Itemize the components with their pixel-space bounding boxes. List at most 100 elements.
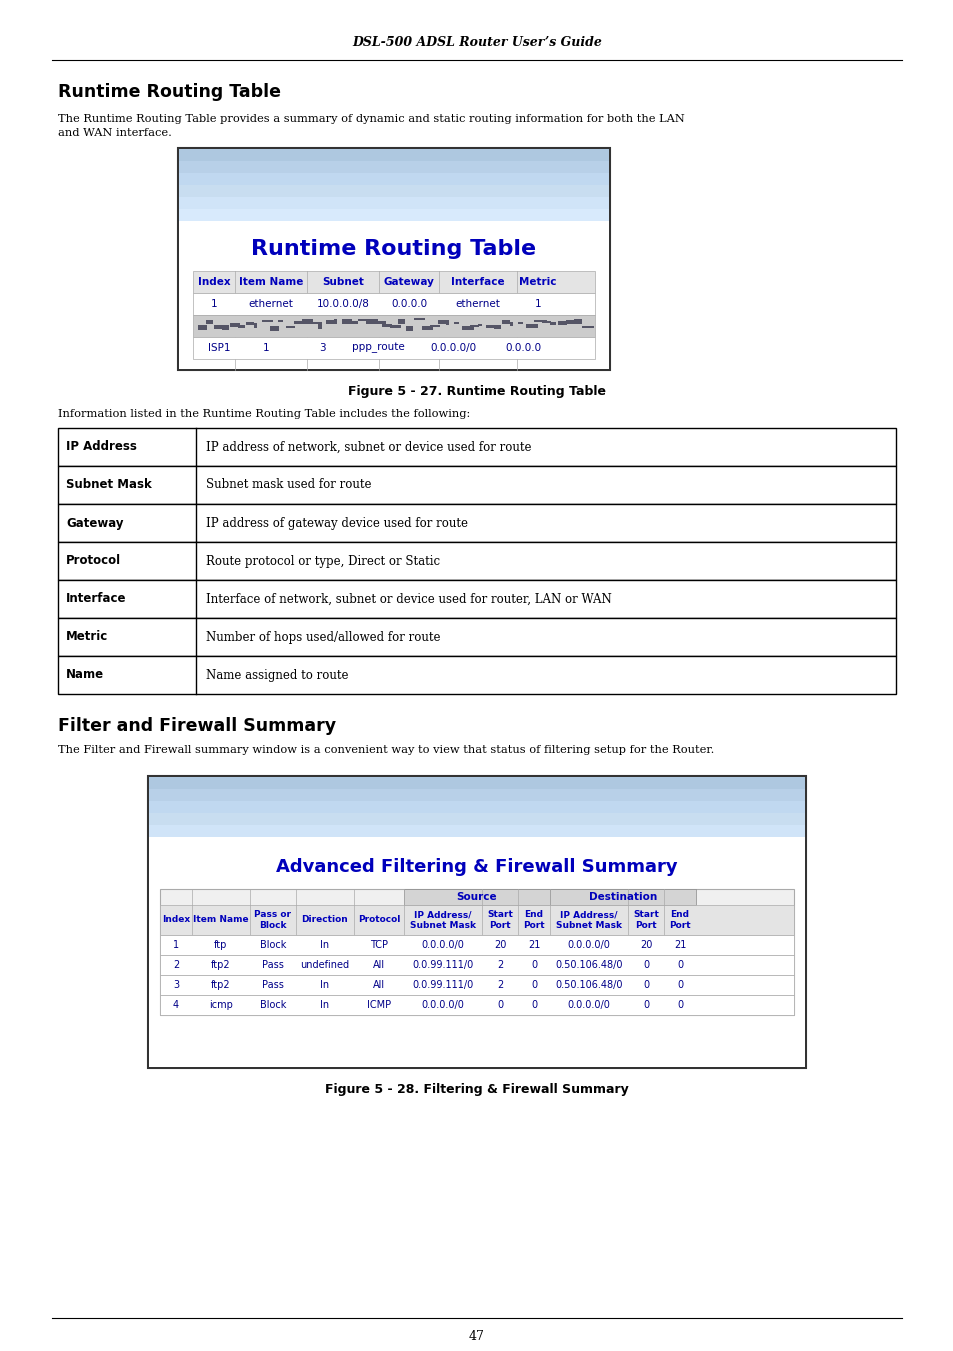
Text: Subnet: Subnet bbox=[322, 277, 363, 286]
Text: ftp: ftp bbox=[214, 940, 228, 950]
Bar bbox=[193, 336, 595, 359]
Bar bbox=[193, 315, 595, 336]
Bar bbox=[148, 775, 805, 1069]
Bar bbox=[541, 322, 551, 323]
Text: In: In bbox=[320, 979, 329, 990]
Bar bbox=[179, 209, 608, 222]
Bar bbox=[198, 326, 207, 330]
Bar bbox=[277, 320, 283, 322]
Text: Pass: Pass bbox=[262, 979, 284, 990]
Text: ICMP: ICMP bbox=[367, 1000, 391, 1011]
Text: Figure 5 - 27. Runtime Routing Table: Figure 5 - 27. Runtime Routing Table bbox=[348, 385, 605, 399]
Bar bbox=[160, 889, 793, 1015]
Text: 0: 0 bbox=[642, 961, 648, 970]
Text: Filter and Firewall Summary: Filter and Firewall Summary bbox=[58, 717, 335, 735]
Bar bbox=[366, 319, 377, 324]
Text: 0: 0 bbox=[677, 961, 682, 970]
Bar bbox=[403, 889, 550, 905]
Text: 0.0.99.111/0: 0.0.99.111/0 bbox=[412, 961, 473, 970]
Bar bbox=[430, 326, 439, 327]
Text: Item Name: Item Name bbox=[193, 916, 249, 924]
Text: Pass: Pass bbox=[262, 961, 284, 970]
Text: All: All bbox=[373, 979, 385, 990]
Text: Metric: Metric bbox=[518, 277, 557, 286]
Text: 3: 3 bbox=[172, 979, 179, 990]
Bar bbox=[390, 326, 400, 328]
Bar bbox=[179, 173, 608, 185]
Bar bbox=[179, 149, 608, 161]
Text: 1: 1 bbox=[211, 299, 217, 309]
Text: 0: 0 bbox=[642, 1000, 648, 1011]
Text: Pass or
Block: Pass or Block bbox=[254, 911, 292, 929]
Bar bbox=[334, 319, 336, 324]
Text: IP Address: IP Address bbox=[66, 440, 136, 454]
Bar bbox=[517, 322, 522, 324]
Bar bbox=[179, 185, 608, 197]
Bar bbox=[262, 320, 273, 322]
Text: Item Name: Item Name bbox=[238, 277, 303, 286]
Bar bbox=[149, 825, 804, 838]
Bar bbox=[485, 326, 495, 328]
Bar bbox=[286, 326, 294, 328]
Bar bbox=[58, 466, 895, 504]
Text: 4: 4 bbox=[172, 1000, 179, 1011]
Text: 1: 1 bbox=[172, 940, 179, 950]
Text: Interface: Interface bbox=[66, 593, 127, 605]
Text: 2: 2 bbox=[497, 979, 502, 990]
Text: 0.0.0.0/0: 0.0.0.0/0 bbox=[567, 940, 610, 950]
Text: Interface of network, subnet or device used for router, LAN or WAN: Interface of network, subnet or device u… bbox=[206, 593, 611, 605]
Text: ethernet: ethernet bbox=[249, 299, 294, 309]
Text: ethernet: ethernet bbox=[456, 299, 500, 309]
Bar bbox=[350, 322, 357, 324]
Text: 0: 0 bbox=[497, 1000, 502, 1011]
Bar bbox=[574, 319, 581, 324]
Text: 20: 20 bbox=[639, 940, 652, 950]
Bar bbox=[230, 323, 240, 327]
Text: ppp_route: ppp_route bbox=[352, 343, 404, 353]
Text: Name: Name bbox=[66, 669, 104, 681]
Text: Figure 5 - 28. Filtering & Firewall Summary: Figure 5 - 28. Filtering & Firewall Summ… bbox=[325, 1084, 628, 1097]
Bar bbox=[510, 322, 513, 326]
Text: Runtime Routing Table: Runtime Routing Table bbox=[58, 82, 281, 101]
Bar bbox=[58, 580, 895, 617]
Bar bbox=[494, 326, 500, 330]
Text: Protocol: Protocol bbox=[357, 916, 399, 924]
Bar bbox=[397, 319, 405, 324]
Bar bbox=[302, 319, 313, 324]
Text: Protocol: Protocol bbox=[66, 554, 121, 567]
Bar bbox=[58, 428, 895, 466]
Bar bbox=[160, 994, 793, 1015]
Text: and WAN interface.: and WAN interface. bbox=[58, 128, 172, 138]
Bar bbox=[534, 320, 546, 322]
Bar bbox=[160, 905, 793, 935]
Bar bbox=[58, 504, 895, 542]
Bar bbox=[58, 617, 895, 657]
Text: 1: 1 bbox=[534, 299, 540, 309]
Bar bbox=[525, 324, 537, 328]
Text: ftp2: ftp2 bbox=[211, 979, 231, 990]
Text: 0.0.0.0: 0.0.0.0 bbox=[504, 343, 540, 353]
Bar bbox=[581, 326, 594, 328]
Text: Start
Port: Start Port bbox=[633, 911, 659, 929]
Text: 0: 0 bbox=[531, 1000, 537, 1011]
Bar bbox=[149, 801, 804, 813]
Text: Metric: Metric bbox=[66, 631, 108, 643]
Bar bbox=[461, 326, 474, 330]
Text: ftp2: ftp2 bbox=[211, 961, 231, 970]
Bar bbox=[253, 323, 256, 328]
Text: The Runtime Routing Table provides a summary of dynamic and static routing infor: The Runtime Routing Table provides a sum… bbox=[58, 113, 684, 124]
Text: 0.0.0.0/0: 0.0.0.0/0 bbox=[567, 1000, 610, 1011]
Bar bbox=[326, 320, 335, 324]
Text: 20: 20 bbox=[494, 940, 506, 950]
Text: Block: Block bbox=[259, 940, 286, 950]
Bar bbox=[179, 197, 608, 209]
Bar bbox=[58, 542, 895, 580]
Bar bbox=[179, 222, 608, 369]
Bar bbox=[446, 320, 449, 326]
Bar bbox=[437, 320, 448, 324]
Text: Direction: Direction bbox=[301, 916, 348, 924]
Text: The Filter and Firewall summary window is a convenient way to view that status o: The Filter and Firewall summary window i… bbox=[58, 744, 714, 755]
Text: IP Address/
Subnet Mask: IP Address/ Subnet Mask bbox=[556, 911, 621, 929]
Bar bbox=[149, 838, 804, 1067]
Text: 2: 2 bbox=[497, 961, 502, 970]
